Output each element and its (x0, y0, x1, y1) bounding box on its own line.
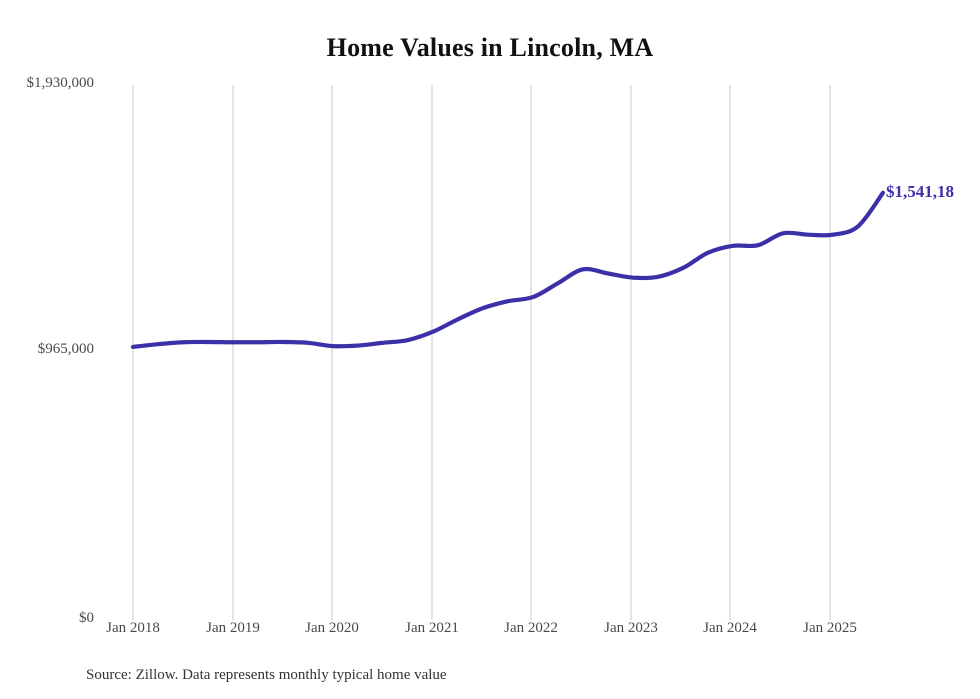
vertical-gridlines (132, 85, 831, 620)
x-axis-tick-label: Jan 2019 (206, 620, 260, 636)
home-value-line (130, 190, 886, 350)
x-axis-tick-label: Jan 2020 (305, 620, 359, 636)
source-note: Source: Zillow. Data represents monthly … (86, 667, 447, 683)
x-axis-tick-label: Jan 2025 (803, 620, 857, 636)
x-axis-tick-label: Jan 2018 (106, 620, 160, 636)
x-axis-tick-label: Jan 2024 (703, 620, 757, 636)
chart-title: Home Values in Lincoln, MA (326, 33, 654, 62)
x-axis-tick-label: Jan 2021 (405, 620, 459, 636)
y-axis-tick-max: $1,930,000 (26, 75, 95, 91)
x-axis-tick-label: Jan 2022 (504, 620, 558, 636)
x-axis-tick-label: Jan 2023 (604, 620, 658, 636)
end-value-label: $1,541,18 (886, 181, 954, 201)
y-axis-tick-mid: $965,000 (37, 341, 94, 357)
y-axis-tick-zero: $0 (79, 610, 94, 626)
